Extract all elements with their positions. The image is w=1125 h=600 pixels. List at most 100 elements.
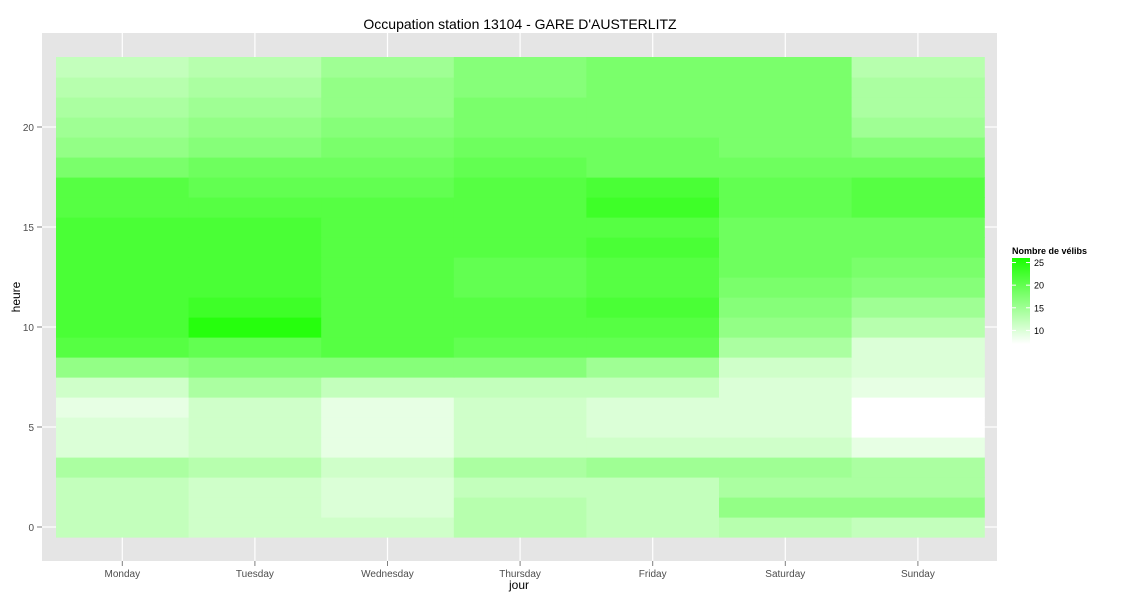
heatmap-cell (56, 357, 190, 378)
heatmap-cell (321, 257, 455, 278)
heatmap-cell (56, 137, 190, 158)
y-tick-label: 15 (23, 223, 35, 234)
x-tick-label: Thursday (499, 569, 541, 580)
heatmap-cell (453, 497, 587, 518)
heatmap-cell (851, 297, 985, 318)
heatmap-cell (851, 437, 985, 458)
heatmap-cell (321, 137, 455, 158)
heatmap-cell (719, 277, 853, 298)
heatmap-cell (719, 437, 853, 458)
heatmap-cell (321, 157, 455, 178)
heatmap-cell (719, 77, 853, 98)
y-tick-label: 10 (23, 323, 35, 334)
heatmap-cell (56, 257, 190, 278)
heatmap-cell (851, 317, 985, 338)
heatmap-cell (586, 97, 720, 118)
heatmap-cell (851, 497, 985, 518)
heatmap-cell (453, 517, 587, 538)
heatmap-cell (586, 197, 720, 218)
heatmap-cell (719, 137, 853, 158)
heatmap-cell (719, 117, 853, 138)
y-axis-label: heure (9, 281, 23, 312)
x-tick-label: Tuesday (236, 569, 274, 580)
heatmap-cell (851, 457, 985, 478)
heatmap-cell (719, 497, 853, 518)
legend-tick-label: 25 (1034, 258, 1044, 268)
heatmap-cell (586, 437, 720, 458)
heatmap-cell (453, 237, 587, 258)
heatmap-cell (188, 157, 322, 178)
heatmap-cells (56, 57, 985, 538)
heatmap-cell (188, 497, 322, 518)
x-axis: Monday Tuesday Wednesday Thursday Friday Satu… (105, 561, 935, 580)
heatmap-cell (321, 517, 455, 538)
heatmap-cell (719, 197, 853, 218)
heatmap-cell (453, 297, 587, 318)
heatmap-cell (719, 237, 853, 258)
heatmap-cell (188, 257, 322, 278)
heatmap-cell (719, 377, 853, 398)
legend-title: Nombre de vélibs (1012, 246, 1087, 256)
heatmap-cell (56, 337, 190, 358)
x-tick-label: Sunday (901, 569, 935, 580)
heatmap-cell (719, 157, 853, 178)
x-tick-label: Wednesday (361, 569, 414, 580)
heatmap-cell (56, 377, 190, 398)
heatmap-cell (321, 297, 455, 318)
heatmap-cell (719, 97, 853, 118)
x-axis-label: jour (508, 578, 529, 592)
heatmap-cell (586, 317, 720, 338)
heatmap-cell (453, 377, 587, 398)
heatmap-cell (453, 397, 587, 418)
heatmap-cell (188, 397, 322, 418)
heatmap-cell (851, 177, 985, 198)
heatmap-cell (851, 477, 985, 498)
heatmap-cell (56, 197, 190, 218)
heatmap-cell (56, 77, 190, 98)
heatmap-cell (719, 397, 853, 418)
heatmap-cell (56, 297, 190, 318)
heatmap-cell (719, 417, 853, 438)
heatmap-cell (56, 437, 190, 458)
heatmap-cell (188, 437, 322, 458)
heatmap-cell (719, 217, 853, 238)
heatmap-cell (321, 457, 455, 478)
heatmap-cell (321, 77, 455, 98)
heatmap-cell (188, 517, 322, 538)
heatmap-cell (188, 297, 322, 318)
heatmap-cell (719, 317, 853, 338)
heatmap-cell (851, 517, 985, 538)
heatmap-cell (56, 317, 190, 338)
heatmap-cell (188, 457, 322, 478)
heatmap-cell (188, 337, 322, 358)
heatmap-cell (188, 137, 322, 158)
heatmap-cell (586, 357, 720, 378)
heatmap-cell (453, 417, 587, 438)
heatmap-cell (321, 417, 455, 438)
heatmap-cell (586, 117, 720, 138)
heatmap-cell (851, 217, 985, 238)
heatmap-cell (56, 157, 190, 178)
heatmap-cell (453, 117, 587, 138)
heatmap-cell (188, 317, 322, 338)
heatmap-cell (851, 397, 985, 418)
heatmap-cell (453, 97, 587, 118)
heatmap-cell (188, 357, 322, 378)
heatmap-cell (453, 257, 587, 278)
y-tick-label: 20 (23, 123, 35, 134)
x-tick-label: Friday (639, 569, 667, 580)
legend-tick-label: 10 (1034, 326, 1044, 336)
heatmap-cell (851, 137, 985, 158)
heatmap-cell (586, 457, 720, 478)
heatmap-cell (851, 357, 985, 378)
heatmap-cell (321, 237, 455, 258)
heatmap-cell (719, 457, 853, 478)
heatmap-cell (321, 357, 455, 378)
heatmap-cell (719, 257, 853, 278)
y-axis: 0 5 10 15 20 (23, 123, 42, 534)
heatmap-cell (851, 337, 985, 358)
heatmap-cell (321, 337, 455, 358)
heatmap-cell (188, 117, 322, 138)
heatmap-cell (188, 277, 322, 298)
